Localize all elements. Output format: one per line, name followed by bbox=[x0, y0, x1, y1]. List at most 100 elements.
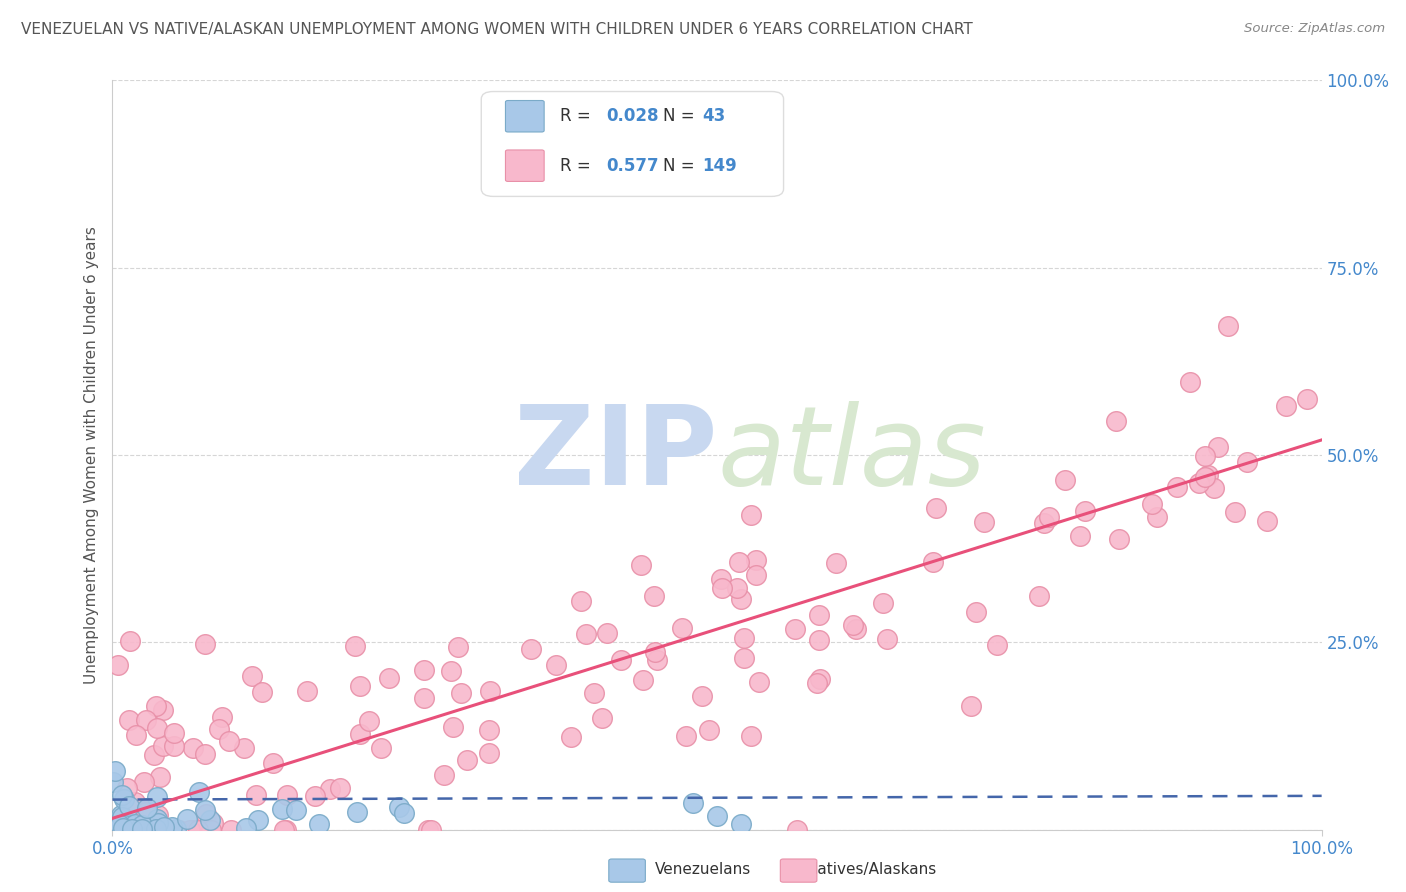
Point bbox=[418, 822, 440, 837]
Point bbox=[132, 774, 155, 789]
Point bbox=[440, 664, 463, 678]
Point bbox=[1198, 468, 1220, 483]
Point bbox=[118, 822, 141, 836]
Point bbox=[807, 607, 830, 622]
Point bbox=[575, 627, 598, 641]
Point bbox=[194, 637, 217, 651]
Point bbox=[643, 589, 665, 603]
Point bbox=[329, 780, 352, 795]
Point bbox=[1256, 514, 1278, 528]
Point bbox=[433, 768, 456, 782]
Point bbox=[135, 803, 157, 817]
Point bbox=[349, 727, 371, 741]
Point bbox=[349, 679, 371, 693]
Point bbox=[725, 581, 748, 595]
Point bbox=[218, 734, 240, 748]
Point bbox=[111, 822, 134, 837]
Point bbox=[202, 815, 225, 830]
Point bbox=[131, 818, 153, 832]
Point bbox=[412, 690, 434, 705]
Point bbox=[744, 568, 766, 582]
Point bbox=[419, 822, 441, 837]
Point bbox=[112, 821, 135, 835]
Point bbox=[145, 822, 167, 836]
Point bbox=[208, 723, 231, 737]
Point bbox=[1053, 473, 1076, 487]
Point bbox=[1073, 504, 1095, 518]
Point bbox=[136, 800, 159, 814]
Point bbox=[675, 730, 697, 744]
Point bbox=[139, 822, 162, 837]
Point bbox=[179, 822, 201, 837]
Point bbox=[111, 810, 134, 824]
Point bbox=[478, 746, 501, 760]
Point bbox=[262, 756, 284, 770]
Point bbox=[163, 739, 186, 753]
Point bbox=[478, 723, 501, 738]
Point bbox=[194, 806, 217, 821]
FancyBboxPatch shape bbox=[506, 150, 544, 181]
Point bbox=[127, 822, 149, 837]
Point bbox=[825, 556, 848, 570]
Point bbox=[569, 593, 592, 607]
Text: 43: 43 bbox=[703, 107, 725, 125]
Point bbox=[1216, 318, 1239, 333]
Point bbox=[960, 699, 983, 714]
Point bbox=[456, 754, 478, 768]
Point bbox=[748, 674, 770, 689]
Point bbox=[146, 812, 169, 826]
Point bbox=[745, 552, 768, 566]
Point bbox=[808, 672, 831, 686]
Point bbox=[924, 500, 946, 515]
Point bbox=[412, 663, 434, 677]
Point bbox=[176, 812, 198, 826]
Point bbox=[1146, 509, 1168, 524]
Point bbox=[710, 572, 733, 586]
Point bbox=[370, 740, 392, 755]
Point bbox=[167, 822, 190, 837]
Point bbox=[148, 816, 170, 830]
Point bbox=[240, 669, 263, 683]
Text: ZIP: ZIP bbox=[513, 401, 717, 508]
Point bbox=[152, 739, 174, 754]
Point bbox=[394, 805, 416, 820]
Point bbox=[1069, 529, 1091, 543]
Point bbox=[135, 713, 157, 727]
Point bbox=[131, 822, 153, 836]
Point bbox=[591, 711, 613, 725]
Point bbox=[193, 803, 215, 817]
Point bbox=[359, 714, 381, 728]
Point bbox=[876, 632, 898, 647]
Point bbox=[783, 623, 806, 637]
Text: N =: N = bbox=[662, 157, 700, 175]
Point bbox=[103, 775, 125, 789]
Point bbox=[733, 632, 755, 646]
Point bbox=[1178, 375, 1201, 389]
Point bbox=[520, 642, 543, 657]
Point bbox=[108, 818, 131, 832]
Point bbox=[560, 730, 582, 744]
Point bbox=[233, 741, 256, 756]
Point bbox=[128, 822, 150, 836]
Point bbox=[711, 581, 734, 595]
Point bbox=[1194, 469, 1216, 483]
Point bbox=[165, 822, 187, 836]
Point bbox=[346, 805, 368, 819]
Point bbox=[378, 671, 401, 685]
Point bbox=[152, 703, 174, 717]
Point bbox=[124, 795, 146, 809]
Point bbox=[644, 645, 666, 659]
Point bbox=[1206, 440, 1229, 454]
Point bbox=[198, 813, 221, 827]
Point bbox=[808, 632, 831, 647]
Point bbox=[285, 803, 308, 817]
Text: Venezuelans: Venezuelans bbox=[655, 863, 751, 877]
Point bbox=[103, 822, 125, 837]
Point bbox=[110, 808, 132, 822]
Point bbox=[160, 820, 183, 834]
Point bbox=[150, 822, 173, 837]
Point bbox=[121, 822, 143, 837]
Point bbox=[128, 822, 150, 837]
Point bbox=[730, 592, 752, 607]
Point bbox=[245, 789, 267, 803]
